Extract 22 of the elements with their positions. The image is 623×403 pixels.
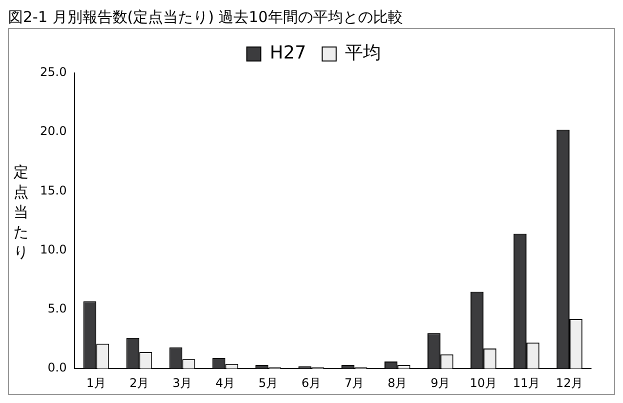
y-tick-label: 0.0 <box>48 360 67 375</box>
y-tick-label: 5.0 <box>48 302 67 316</box>
y-tick-label: 25.0 <box>40 65 67 80</box>
x-tick-label: 7月 <box>344 376 364 390</box>
x-tick-label: 10月 <box>470 376 498 390</box>
y-axis-title: 定点当たり <box>12 162 30 262</box>
x-tick-label: 4月 <box>215 376 236 390</box>
x-tick-label: 12月 <box>556 376 584 390</box>
y-tick-label: 10.0 <box>40 242 67 256</box>
x-tick-label: 2月 <box>129 376 150 390</box>
legend-label: 平均 <box>345 42 382 64</box>
x-tick-label: 1月 <box>86 376 106 390</box>
x-tick-label: 9月 <box>430 376 450 390</box>
x-tick-label: 8月 <box>388 376 408 390</box>
y-tick-label: 15.0 <box>40 183 67 198</box>
chart-title: 図2-1 月別報告数(定点当たり) 過去10年間の平均との比較 <box>8 8 404 28</box>
x-tick-label: 3月 <box>172 376 192 390</box>
x-tick-label: 6月 <box>302 376 322 390</box>
x-tick-label: 5月 <box>258 376 278 390</box>
y-tick-label: 20.0 <box>40 124 67 138</box>
x-tick-label: 11月 <box>512 376 540 390</box>
legend-label: H27 <box>270 42 306 64</box>
